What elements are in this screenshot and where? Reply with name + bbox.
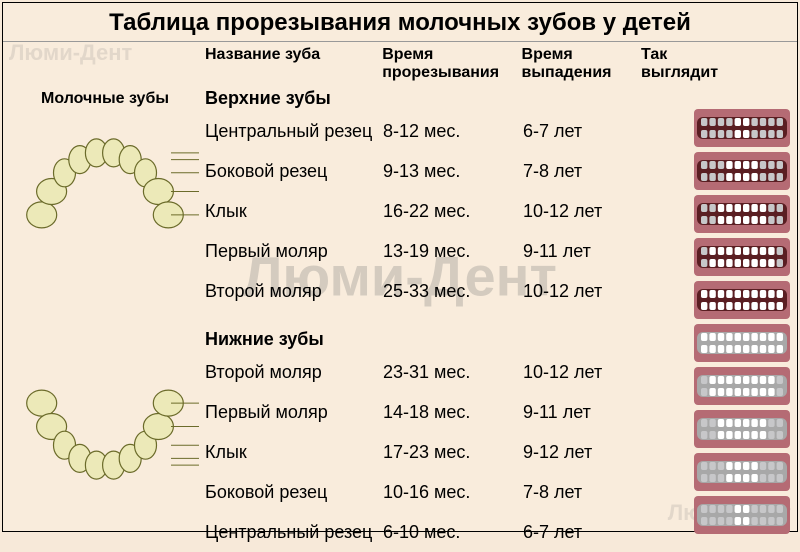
cell-eruption: 17-23 мес. xyxy=(383,442,523,463)
table-row: Клык16-22 мес.10-12 лет xyxy=(205,191,697,231)
table-row: Первый моляр13-19 мес.9-11 лет xyxy=(205,231,697,271)
thumb xyxy=(693,151,791,191)
thumb xyxy=(693,495,791,535)
cell-name: Первый моляр xyxy=(205,241,383,262)
cell-eruption: 25-33 мес. xyxy=(383,281,523,302)
diagram-column: Молочные зубы xyxy=(11,82,199,504)
cell-shedding: 7-8 лет xyxy=(523,161,643,182)
cell-shedding: 6-7 лет xyxy=(523,121,643,142)
cell-name: Второй моляр xyxy=(205,362,383,383)
cell-shedding: 9-11 лет xyxy=(523,402,643,423)
col-eruption: Время прорезывания xyxy=(382,46,521,82)
thumb xyxy=(693,409,791,449)
cell-name: Второй моляр xyxy=(205,281,383,302)
cell-shedding: 10-12 лет xyxy=(523,201,643,222)
cell-eruption: 10-16 мес. xyxy=(383,482,523,503)
table-area: Название зуба Время прорезывания Время в… xyxy=(199,42,697,552)
diagram-title: Молочные зубы xyxy=(11,90,199,108)
section-lower: Нижние зубы xyxy=(205,329,697,350)
cell-name: Центральный резец xyxy=(205,522,383,543)
thumb xyxy=(693,323,791,363)
thumb xyxy=(693,452,791,492)
table-row: Центральный резец8-12 мес.6-7 лет xyxy=(205,111,697,151)
cell-eruption: 16-22 мес. xyxy=(383,201,523,222)
thumb xyxy=(693,194,791,234)
section-upper: Верхние зубы xyxy=(205,88,697,109)
cell-name: Боковой резец xyxy=(205,161,383,182)
rows-lower: Второй моляр23-31 мес.10-12 летПервый мо… xyxy=(205,352,697,552)
cell-shedding: 10-12 лет xyxy=(523,362,643,383)
col-name: Название зуба xyxy=(205,46,382,82)
thumb xyxy=(693,108,791,148)
table-row: Первый моляр14-18 мес.9-11 лет xyxy=(205,392,697,432)
cell-name: Клык xyxy=(205,442,383,463)
cell-shedding: 9-12 лет xyxy=(523,442,643,463)
lower-arch-diagram xyxy=(11,324,199,504)
cell-name: Клык xyxy=(205,201,383,222)
col-shedding: Время выпадения xyxy=(522,46,641,82)
cell-name: Первый моляр xyxy=(205,402,383,423)
thumb xyxy=(693,366,791,406)
content-area: Люми-Дент Люми-Дент Люми-Дент Молочные з… xyxy=(3,42,797,530)
cell-name: Центральный резец xyxy=(205,121,383,142)
table-row: Центральный резец6-10 мес.6-7 лет xyxy=(205,512,697,552)
table-row: Второй моляр23-31 мес.10-12 лет xyxy=(205,352,697,392)
table-row: Клык17-23 мес.9-12 лет xyxy=(205,432,697,472)
cell-shedding: 6-7 лет xyxy=(523,522,643,543)
cell-eruption: 8-12 мес. xyxy=(383,121,523,142)
thumb xyxy=(693,237,791,277)
cell-eruption: 9-13 мес. xyxy=(383,161,523,182)
rows-upper: Центральный резец8-12 мес.6-7 летБоковой… xyxy=(205,111,697,311)
watermark-corner: Люми-Дент xyxy=(9,40,132,66)
col-looks: Так выглядит xyxy=(641,46,697,82)
cell-eruption: 6-10 мес. xyxy=(383,522,523,543)
cell-name: Боковой резец xyxy=(205,482,383,503)
table-row: Второй моляр25-33 мес.10-12 лет xyxy=(205,271,697,311)
page-frame: Таблица прорезывания молочных зубов у де… xyxy=(2,2,798,532)
cell-eruption: 23-31 мес. xyxy=(383,362,523,383)
table-row: Боковой резец9-13 мес.7-8 лет xyxy=(205,151,697,191)
table-header: Название зуба Время прорезывания Время в… xyxy=(205,46,697,82)
thumbs-column xyxy=(693,108,791,535)
cell-shedding: 9-11 лет xyxy=(523,241,643,262)
cell-eruption: 13-19 мес. xyxy=(383,241,523,262)
thumb xyxy=(693,280,791,320)
upper-arch-diagram xyxy=(11,114,199,294)
cell-eruption: 14-18 мес. xyxy=(383,402,523,423)
page-title: Таблица прорезывания молочных зубов у де… xyxy=(3,3,797,42)
cell-shedding: 7-8 лет xyxy=(523,482,643,503)
cell-shedding: 10-12 лет xyxy=(523,281,643,302)
table-row: Боковой резец10-16 мес.7-8 лет xyxy=(205,472,697,512)
